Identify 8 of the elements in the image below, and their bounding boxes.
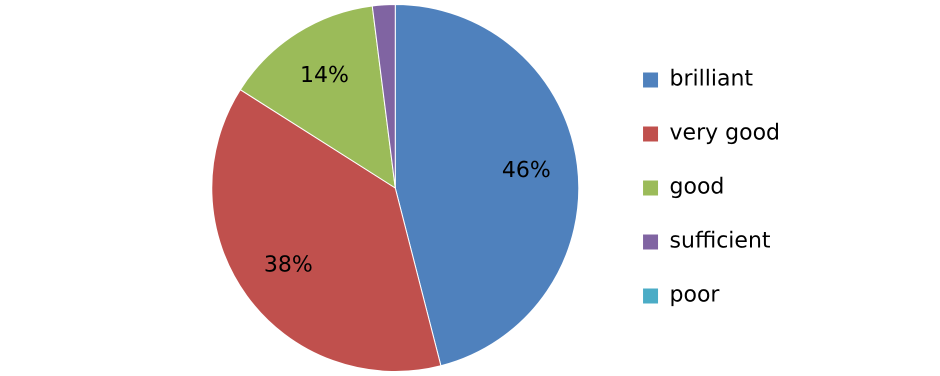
data-label: 38% <box>264 252 313 278</box>
legend-label: poor <box>670 282 720 308</box>
data-label: 14% <box>300 63 349 88</box>
data-label: 46% <box>502 158 551 184</box>
legend-label: brilliant <box>670 66 754 92</box>
legend-label: sufficient <box>670 228 771 254</box>
legend-label: very good <box>670 120 780 146</box>
legend-label: good <box>670 174 724 200</box>
